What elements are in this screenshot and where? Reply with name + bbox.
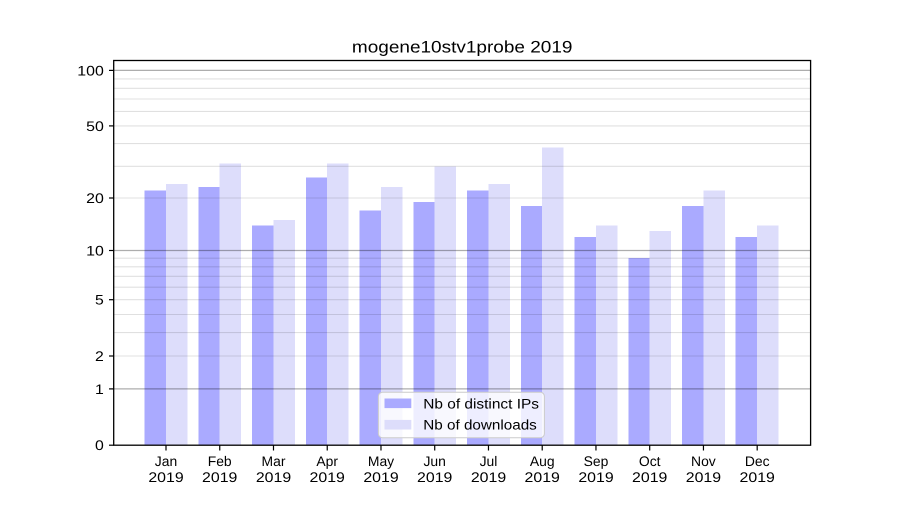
svg-text:Jan: Jan — [155, 453, 177, 469]
svg-text:2019: 2019 — [632, 469, 668, 485]
svg-text:2019: 2019 — [471, 469, 507, 485]
svg-text:Nb of distinct IPs: Nb of distinct IPs — [423, 395, 539, 411]
svg-text:Nb of downloads: Nb of downloads — [423, 417, 537, 433]
svg-text:Aug: Aug — [530, 453, 555, 469]
svg-text:Feb: Feb — [208, 453, 232, 469]
svg-text:2019: 2019 — [310, 469, 346, 485]
svg-text:2019: 2019 — [202, 469, 238, 485]
svg-text:5: 5 — [95, 292, 104, 308]
svg-text:50: 50 — [86, 118, 104, 134]
svg-text:Oct: Oct — [639, 453, 661, 469]
svg-text:2019: 2019 — [686, 469, 722, 485]
svg-text:Jul: Jul — [480, 453, 498, 469]
svg-text:2019: 2019 — [148, 469, 184, 485]
svg-text:20: 20 — [86, 190, 104, 206]
svg-text:2: 2 — [95, 348, 104, 364]
svg-text:0: 0 — [95, 437, 104, 453]
svg-text:mogene10stv1probe 2019: mogene10stv1probe 2019 — [352, 38, 573, 57]
svg-text:Nov: Nov — [691, 453, 716, 469]
svg-text:10: 10 — [86, 242, 104, 258]
svg-text:Sep: Sep — [584, 453, 609, 469]
svg-text:Dec: Dec — [745, 453, 770, 469]
svg-text:Apr: Apr — [316, 453, 338, 469]
svg-text:2019: 2019 — [256, 469, 292, 485]
svg-text:2019: 2019 — [740, 469, 776, 485]
svg-text:100: 100 — [77, 62, 104, 78]
svg-text:1: 1 — [95, 381, 104, 397]
svg-text:2019: 2019 — [417, 469, 453, 485]
svg-text:2019: 2019 — [363, 469, 399, 485]
svg-text:2019: 2019 — [578, 469, 614, 485]
svg-text:2019: 2019 — [525, 469, 561, 485]
svg-text:Mar: Mar — [262, 453, 286, 469]
svg-text:May: May — [368, 453, 394, 469]
svg-text:Jun: Jun — [423, 453, 445, 469]
